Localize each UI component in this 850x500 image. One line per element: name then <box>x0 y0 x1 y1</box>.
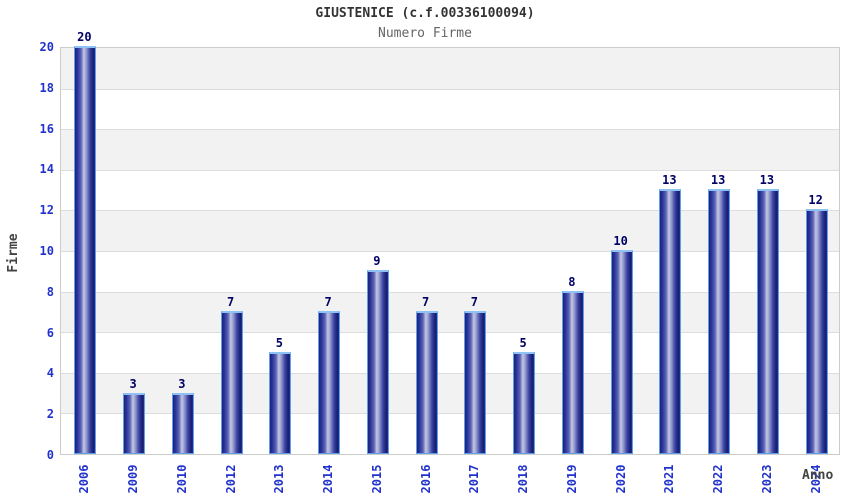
bar-2023 <box>756 188 779 454</box>
bar-value-label: 5 <box>275 336 283 350</box>
x-axis-title: Anno <box>802 468 834 483</box>
bar-2017 <box>464 311 487 454</box>
x-axis-tick-label: 2020 <box>613 464 628 494</box>
grid-band <box>61 48 839 89</box>
bar-2013 <box>269 352 292 454</box>
bars-container <box>61 46 839 454</box>
y-axis-tick-label: 6 <box>46 325 54 340</box>
chart-title: GIUSTENICE (c.f.00336100094) <box>315 6 535 21</box>
y-axis-tick-label: 12 <box>39 203 54 218</box>
x-axis-tick-label: 2012 <box>223 464 238 494</box>
y-axis-tick-label: 18 <box>39 80 54 95</box>
bar-2010 <box>171 392 194 454</box>
x-axis-tick-label: 2013 <box>272 464 287 494</box>
x-axis-tick-label: 2006 <box>77 464 92 494</box>
bar-value-label: 13 <box>662 172 677 187</box>
x-axis-tick-label: 2017 <box>467 464 482 494</box>
bar-value-label: 9 <box>373 254 381 269</box>
y-axis-tick-label: 4 <box>46 366 54 381</box>
y-axis-tick-label: 14 <box>39 162 54 177</box>
bar-value-label: 13 <box>759 172 775 187</box>
bar-value-label: 8 <box>568 274 576 289</box>
bar-value-label: 7 <box>470 295 478 310</box>
x-axis-tick-label: 2022 <box>711 464 726 494</box>
grid-band <box>61 88 839 130</box>
bar-value-label: 3 <box>129 376 137 391</box>
bar-2018 <box>513 352 536 454</box>
bar-value-label: 7 <box>227 295 235 310</box>
bar-value-label: 7 <box>422 295 430 310</box>
bar-2024 <box>805 209 828 454</box>
bar-value-label: 7 <box>324 295 332 310</box>
y-axis-tick-label: 20 <box>39 40 54 54</box>
x-axis-tick-label: 2009 <box>126 464 141 494</box>
x-axis-tick-label: 2023 <box>759 464 774 494</box>
chart-subtitle: Numero Firme <box>378 26 472 41</box>
bar-value-label: 20 <box>77 30 92 44</box>
x-axis-tick-label: 2021 <box>662 464 677 494</box>
x-axis-tick-label: 2018 <box>516 464 531 494</box>
bar-2019 <box>561 290 584 454</box>
y-axis-tick-label: 8 <box>46 284 54 299</box>
bar-2022 <box>708 188 731 454</box>
bar-2016 <box>415 311 438 454</box>
bar-2006 <box>74 46 97 454</box>
bar-2015 <box>366 270 389 454</box>
x-axis-tick-label: 2015 <box>369 464 384 494</box>
bar-value-label: 3 <box>178 376 186 391</box>
bar-2021 <box>659 188 682 454</box>
x-axis-tick-label: 2019 <box>564 464 579 494</box>
y-axis-tick-label: 16 <box>39 121 54 136</box>
bar-2020 <box>610 250 633 454</box>
bar-2009 <box>123 392 146 454</box>
bar-2012 <box>220 311 243 454</box>
bar-value-label: 5 <box>519 336 527 350</box>
x-axis-tick-label: 2010 <box>174 464 189 494</box>
y-axis-tick-label: 0 <box>46 448 54 462</box>
y-axis-tick-label: 10 <box>39 244 54 258</box>
bar-value-label: 12 <box>808 193 823 208</box>
x-axis-tick-label: 2014 <box>321 464 336 494</box>
bar-value-label: 13 <box>710 172 726 187</box>
bar-2014 <box>318 311 341 454</box>
y-axis-title: Firme <box>6 233 21 273</box>
plot-area <box>60 46 840 455</box>
y-axis-tick-label: 2 <box>46 407 54 422</box>
bar-value-label: 10 <box>613 234 628 248</box>
x-axis-tick-label: 2016 <box>418 464 433 494</box>
grid-band <box>61 129 839 170</box>
